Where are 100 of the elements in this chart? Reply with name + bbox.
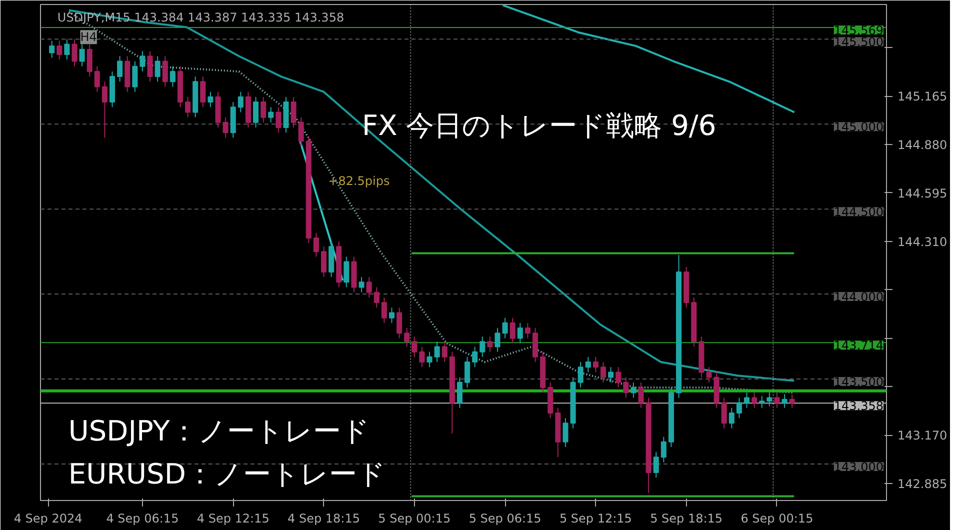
y-tick-label: 144.880 (898, 138, 948, 152)
candlestick (147, 50, 153, 82)
y-tick-label: 145.165 (898, 90, 948, 104)
candlestick (630, 382, 636, 398)
candlestick (766, 392, 772, 407)
candlestick (268, 106, 274, 123)
x-tick-label: 6 Sep 00:15 (740, 512, 814, 526)
x-tick-label: 4 Sep 06:15 (106, 512, 179, 526)
ref-line-label: 143.000 (834, 460, 884, 474)
candlestick (396, 307, 402, 339)
candlestick (374, 286, 380, 308)
x-tick-label: 4 Sep 18:15 (288, 512, 360, 526)
annotation: USDJPY：ノートレード (68, 414, 370, 448)
annotation: +82.5pips (328, 174, 390, 188)
candlestick (426, 351, 432, 368)
candlestick (472, 346, 478, 368)
candlestick (510, 317, 516, 344)
candlestick (600, 362, 606, 383)
candlestick (64, 38, 70, 60)
candlestick (517, 322, 523, 344)
candlestick (140, 50, 146, 72)
candlestick (79, 44, 85, 67)
candlestick (72, 38, 78, 67)
candlestick (752, 392, 758, 408)
candlestick (585, 356, 591, 373)
ref-line-label: 144.500 (834, 205, 884, 220)
candlestick (381, 296, 387, 324)
candlestick (200, 76, 206, 108)
candlestick (290, 96, 296, 128)
candlestick (592, 356, 598, 373)
candlestick (494, 328, 500, 352)
ref-line-label: 143.714 (834, 338, 884, 353)
candlestick (616, 366, 622, 388)
candlestick (782, 394, 788, 408)
candlestick (759, 396, 765, 408)
line-series (502, 4, 796, 114)
candlestick (578, 362, 584, 388)
candlestick (185, 96, 191, 118)
candlestick (320, 246, 327, 278)
candlestick (532, 328, 538, 363)
candlestick (562, 418, 568, 448)
candlestick (608, 366, 614, 383)
candlestick (86, 44, 92, 78)
candlestick (721, 397, 727, 429)
candlestick (276, 106, 282, 134)
candlestick (774, 392, 780, 408)
candlestick (208, 91, 214, 108)
candlestick (728, 407, 734, 429)
candlestick (388, 307, 395, 324)
y-tick-label: 142.885 (898, 477, 948, 492)
candlestick (487, 336, 493, 352)
x-tick-label: 4 Sep 12:15 (196, 512, 270, 526)
candlestick (736, 397, 742, 419)
y-tick-label: 143.170 (898, 428, 948, 443)
ref-line-label: 145.569 (834, 23, 884, 38)
candlestick (412, 336, 418, 358)
candlestick (49, 40, 55, 58)
ref-line-label: 144.000 (834, 290, 884, 304)
x-tick-label: 5 Sep 06:15 (468, 512, 542, 526)
x-tick-label: 5 Sep 18:15 (650, 512, 723, 526)
candlestick (744, 392, 750, 408)
ref-line-label: 143.358 (834, 399, 884, 414)
candlestick (653, 452, 659, 478)
candlestick (502, 317, 508, 339)
candlestick (94, 66, 100, 92)
candlestick (154, 56, 160, 82)
candlestick (442, 341, 448, 363)
candlestick (298, 116, 304, 147)
ref-line-label: 145.000 (834, 120, 884, 134)
ref-line-label: 145.500 (834, 35, 884, 50)
candlestick (238, 91, 244, 113)
candlestick (102, 81, 108, 138)
y-tick-label: 144.595 (898, 186, 948, 200)
candlestick (638, 382, 644, 408)
candlestick (344, 256, 350, 288)
candlestick (162, 56, 168, 88)
candlestick (524, 322, 530, 339)
ref-line-label: 143.500 (834, 375, 884, 390)
candlestick (706, 366, 712, 383)
candlestick (789, 394, 795, 408)
candlestick (358, 276, 364, 293)
annotation: EURUSD：ノートレード (68, 458, 386, 491)
candlestick (253, 96, 259, 128)
candlestick (456, 376, 462, 408)
x-tick-label: 5 Sep 00:15 (378, 512, 451, 526)
annotation: FX 今日のトレード戦略 9/6 (362, 108, 716, 142)
candlestick (56, 40, 62, 60)
candlestick (464, 356, 470, 388)
candlestick (419, 346, 425, 368)
x-tick-label: 4 Sep 2024 (14, 512, 82, 526)
annotation: H4 (80, 30, 97, 44)
candlestick (117, 56, 123, 82)
candlestick (660, 436, 666, 463)
candlestick (313, 232, 319, 258)
candlestick (366, 276, 372, 298)
candlestick (260, 96, 266, 123)
candlestick (404, 328, 410, 348)
candlestick (623, 376, 629, 398)
candlestick (222, 116, 228, 138)
candlestick (132, 60, 138, 92)
